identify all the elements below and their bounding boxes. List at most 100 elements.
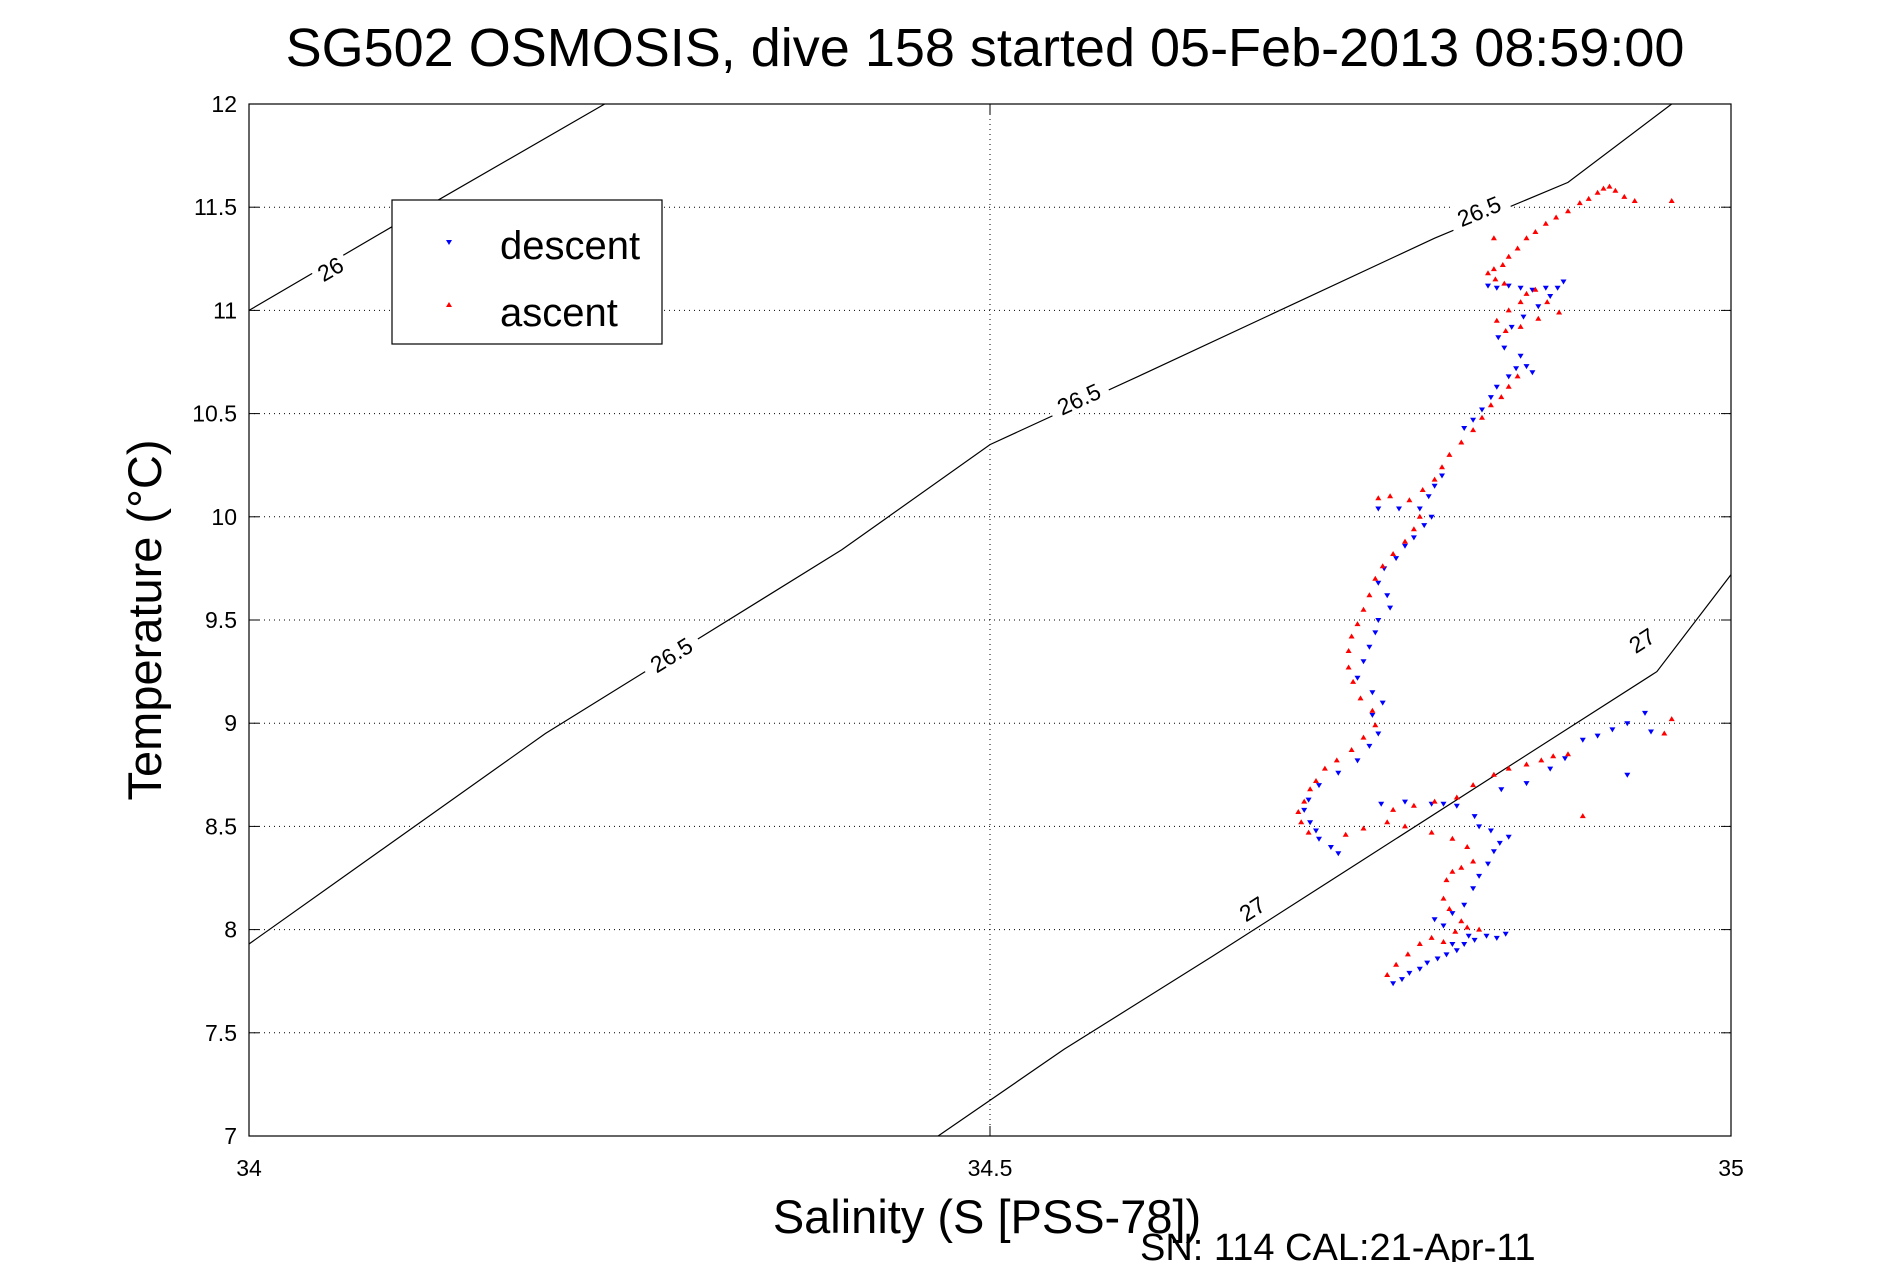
ascent-point xyxy=(1360,734,1367,740)
descent-point xyxy=(1428,514,1435,520)
ascent-point xyxy=(1550,753,1557,759)
descent-point xyxy=(1375,580,1382,586)
descent-point xyxy=(1542,285,1549,291)
x-tick-label: 34 xyxy=(236,1155,262,1181)
ascent-point xyxy=(1517,299,1524,305)
ascent-point xyxy=(1517,323,1524,329)
ascent-point xyxy=(1464,844,1471,849)
ascent-point xyxy=(1579,813,1586,819)
ascent-point xyxy=(1476,926,1483,932)
descent-point xyxy=(1354,758,1361,764)
ascent-point xyxy=(1505,765,1512,771)
descent-point xyxy=(1393,556,1400,562)
ascent-point xyxy=(1428,829,1435,835)
legend-box xyxy=(391,199,663,345)
descent-point xyxy=(1402,543,1408,549)
contour-label-bg xyxy=(307,247,353,289)
descent-point xyxy=(1396,506,1402,512)
descent-point xyxy=(1439,473,1445,479)
ascent-point xyxy=(1523,235,1530,241)
ascent-point xyxy=(1357,695,1364,701)
ascent-point xyxy=(1479,414,1485,420)
descent-point xyxy=(1523,364,1530,370)
descent-point xyxy=(1440,801,1447,807)
descent-point xyxy=(1335,770,1342,776)
ascent-point xyxy=(1384,819,1391,825)
ascent-point xyxy=(1490,771,1497,777)
ascent-point xyxy=(1535,315,1542,321)
descent-point xyxy=(1579,737,1586,743)
ascent-point xyxy=(1594,189,1601,195)
ascent-point xyxy=(1416,941,1423,946)
descent-point xyxy=(1425,494,1432,500)
ascent-point xyxy=(1553,214,1560,220)
descent-point xyxy=(1449,911,1456,917)
ascent-point xyxy=(1470,427,1477,433)
ascent-point xyxy=(1668,716,1675,722)
ascent-point xyxy=(1307,786,1314,792)
descent-point xyxy=(1375,731,1382,737)
ascent-point xyxy=(1393,961,1400,967)
ascent-point xyxy=(1354,621,1361,627)
descent-point xyxy=(1387,605,1394,611)
ascent-point xyxy=(1505,307,1512,313)
y-axis-label: Temperature (°C) xyxy=(118,440,171,801)
ascent-point xyxy=(1458,864,1465,870)
ascent-point xyxy=(1576,200,1583,206)
descent-point xyxy=(1453,803,1460,809)
descent-point xyxy=(1483,933,1490,939)
x-axis-label: Salinity (S [PSS-78]) xyxy=(773,1190,1201,1243)
ascent-point xyxy=(1458,918,1465,924)
y-tick-label: 9.5 xyxy=(205,607,237,633)
ascent-point xyxy=(1556,309,1563,315)
descent-point xyxy=(1366,644,1373,650)
ascent-point xyxy=(1298,819,1305,825)
descent-point xyxy=(1535,304,1542,310)
descent-point xyxy=(1443,952,1450,958)
ascent-point xyxy=(1431,476,1438,482)
ascent-point xyxy=(1348,633,1355,639)
ascent-point xyxy=(1492,276,1499,282)
descent-point xyxy=(1416,506,1423,512)
descent-point xyxy=(1305,797,1312,803)
descent-point xyxy=(1502,931,1509,937)
ascent-point xyxy=(1532,229,1539,234)
ascent-point xyxy=(1538,757,1545,763)
y-tick-label: 9 xyxy=(224,710,237,736)
y-tick-label: 12 xyxy=(211,91,237,117)
descent-point xyxy=(1453,948,1460,954)
descent-point xyxy=(1517,353,1524,359)
ascent-point xyxy=(1390,551,1397,556)
descent-point xyxy=(1485,861,1491,867)
y-tick-label: 10.5 xyxy=(192,401,237,427)
descent-point xyxy=(1493,285,1500,291)
ascent-point xyxy=(1505,253,1512,259)
ascent-point xyxy=(1449,868,1456,874)
descent-point xyxy=(1375,506,1382,512)
ascent-point xyxy=(1301,798,1308,804)
ascent-point xyxy=(1369,707,1376,713)
ascent-point xyxy=(1612,187,1619,193)
descent-point xyxy=(1461,942,1468,947)
ascent-point xyxy=(1404,951,1411,957)
ascent-point xyxy=(1416,513,1423,519)
legend: descent ascent xyxy=(391,199,663,345)
ascent-point xyxy=(1498,394,1505,400)
descent-point xyxy=(1434,956,1441,962)
ascent-point xyxy=(1410,802,1417,808)
contour-label-bg xyxy=(1229,887,1274,929)
ascent-point xyxy=(1439,464,1445,470)
ascent-point xyxy=(1372,575,1379,581)
descent-point xyxy=(1513,366,1520,372)
descent-point xyxy=(1508,324,1515,330)
descent-point xyxy=(1416,966,1423,972)
descent-point xyxy=(1301,807,1308,813)
ascent-point xyxy=(1342,831,1349,837)
contour-label-bg xyxy=(1445,186,1513,235)
descent-point xyxy=(1493,935,1500,941)
ascent-point xyxy=(1485,270,1491,276)
descent-point xyxy=(1485,283,1491,289)
descent-point xyxy=(1560,279,1567,285)
descent-point xyxy=(1465,933,1472,939)
